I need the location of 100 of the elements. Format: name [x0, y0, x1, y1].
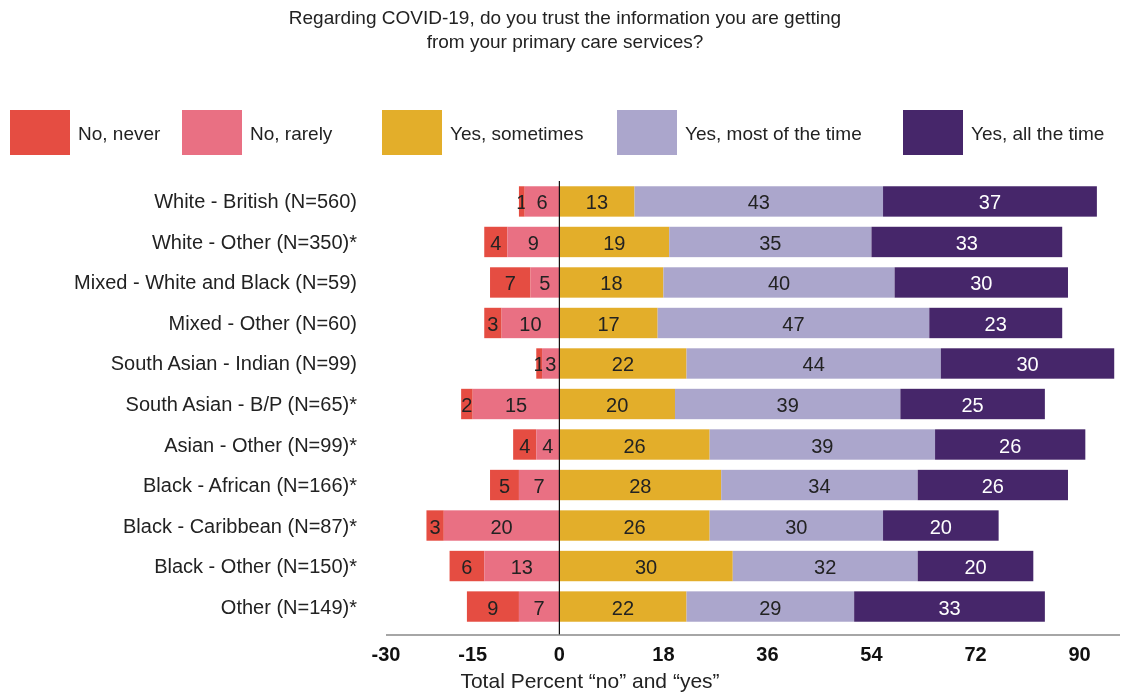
data-label: 26 — [623, 515, 646, 538]
data-label: 4 — [542, 434, 554, 457]
data-label: 29 — [759, 596, 782, 619]
data-label: 9 — [527, 231, 539, 254]
bar — [917, 550, 1034, 582]
data-label: 43 — [747, 191, 770, 214]
data-label: 3 — [545, 353, 557, 376]
data-label: 13 — [585, 191, 609, 214]
x-tick-label: 36 — [756, 643, 779, 665]
x-tick-label: -30 — [371, 643, 401, 665]
bar — [917, 469, 1068, 501]
bar — [663, 267, 895, 298]
bar — [484, 550, 560, 582]
data-label: 30 — [634, 556, 658, 579]
x-tick-label: -15 — [458, 643, 488, 665]
bar — [940, 348, 1115, 379]
data-label: 25 — [961, 394, 984, 416]
x-tick-label: 54 — [860, 643, 884, 665]
chart-title: Regarding COVID-19, do you trust the information you are getting from your primary care services? — [288, 7, 842, 52]
bar — [894, 267, 1068, 298]
y-tick-label: Other (N=149)* — [220, 595, 358, 618]
bar — [559, 388, 675, 420]
x-tick-label: 0 — [553, 643, 565, 665]
bar — [472, 388, 560, 420]
data-label: 15 — [504, 394, 528, 416]
data-label: 33 — [938, 596, 961, 619]
y-tick-label: White - Other (N=350)* — [151, 230, 358, 253]
data-label: 7 — [533, 475, 545, 498]
x-tick-label: 72 — [964, 643, 987, 665]
data-label: 6 — [461, 556, 473, 579]
bar — [709, 510, 884, 541]
data-label: 7 — [533, 596, 545, 619]
data-label: 17 — [597, 312, 620, 335]
y-tick-label: South Asian - B/P (N=65)* — [125, 393, 358, 415]
bar — [559, 307, 658, 339]
data-label: 39 — [811, 434, 834, 457]
bar — [559, 591, 687, 622]
bar — [883, 186, 1097, 217]
data-label: 6 — [536, 191, 548, 214]
data-label: 44 — [802, 353, 825, 376]
data-label: 20 — [964, 556, 987, 579]
data-label: 30 — [1016, 353, 1039, 376]
bar — [524, 186, 560, 217]
bar — [686, 591, 855, 622]
legend-label: Yes, most of the time — [685, 123, 862, 144]
data-label: 23 — [984, 312, 1007, 335]
bar — [686, 348, 941, 379]
data-label: 40 — [767, 272, 791, 295]
legend-label: Yes, sometimes — [450, 123, 584, 144]
data-label: 26 — [623, 434, 646, 457]
x-tick-label: 90 — [1068, 643, 1091, 665]
y-tick-label: White - British (N=560) — [154, 190, 357, 213]
y-tick-label: Asian - Other (N=99)* — [164, 433, 358, 456]
data-label: 20 — [929, 515, 952, 538]
data-label: 37 — [978, 191, 1002, 214]
data-label: 26 — [999, 434, 1022, 457]
bar — [513, 429, 537, 460]
x-tick-label: 18 — [652, 643, 675, 665]
bar — [559, 510, 710, 541]
bar — [518, 591, 560, 622]
bar — [657, 307, 930, 339]
data-label: 28 — [629, 475, 652, 498]
bar — [559, 550, 733, 582]
data-label: 39 — [776, 394, 799, 416]
data-label: 30 — [970, 272, 993, 295]
data-label: 3 — [487, 312, 499, 335]
bar — [536, 429, 560, 460]
y-tick-label: Black - Caribbean (N=87)* — [123, 514, 358, 537]
legend-label: No, never — [78, 123, 162, 144]
bar — [466, 591, 519, 622]
data-label: 19 — [603, 231, 626, 254]
data-label: 2 — [461, 394, 473, 416]
data-label: 47 — [782, 312, 805, 335]
bar — [490, 267, 531, 298]
data-label: 5 — [539, 272, 551, 295]
bar — [507, 226, 560, 258]
bar — [929, 307, 1063, 339]
data-label: 20 — [606, 394, 629, 416]
y-tick-label: Mixed - White and Black (N=59) — [74, 271, 357, 294]
y-tick-label: Black - African (N=166)* — [143, 474, 358, 497]
legend-label: Yes, all the time — [971, 123, 1105, 144]
bar — [443, 510, 560, 541]
bar — [559, 469, 722, 501]
bar — [709, 429, 936, 460]
bar — [883, 510, 999, 541]
bar — [518, 469, 560, 501]
data-label: 33 — [955, 231, 978, 254]
data-label: 26 — [981, 475, 1004, 498]
data-label: 9 — [487, 596, 499, 619]
bar — [674, 388, 901, 420]
data-label: 30 — [785, 515, 808, 538]
data-label: 4 — [519, 434, 531, 457]
bar — [559, 429, 710, 460]
data-label: 34 — [808, 475, 831, 498]
bar — [559, 186, 635, 217]
data-label: 22 — [611, 596, 635, 619]
bar — [732, 550, 918, 582]
bar — [634, 186, 884, 217]
data-label: 4 — [490, 231, 502, 254]
data-label: 32 — [814, 556, 837, 579]
